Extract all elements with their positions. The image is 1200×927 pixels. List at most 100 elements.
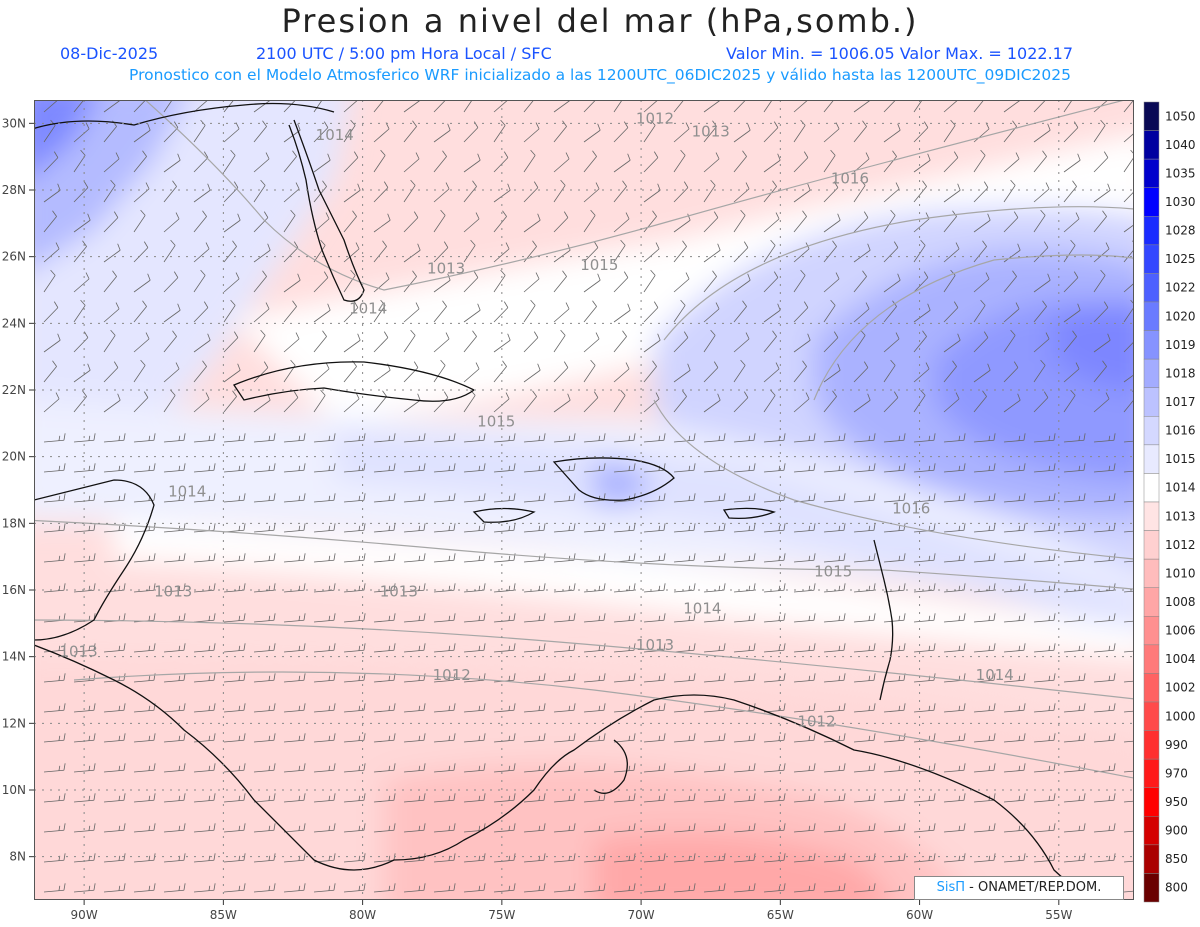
wind-barb [733,332,750,353]
wind-barb [253,643,276,653]
wind-barb [943,151,959,173]
isobar-label: 1013 [380,583,418,601]
wind-barb [463,793,486,803]
latitude-axis: 30N 28N 26N 24N 22N 20N 18N 16N 14N 12N 10N 8N [2,116,34,864]
wind-barb [763,793,786,803]
wind-barb [823,390,837,413]
wind-barb [103,733,126,743]
wind-barb [343,183,361,203]
isobar-label: 1015 [814,563,852,581]
wind-barb [1033,391,1049,413]
wind-barb [223,553,246,563]
colorbar-label: 1019 [1165,338,1196,352]
wind-barb [283,703,306,713]
wind-barb [643,763,666,773]
wind-barb [973,390,987,413]
wind-barb [253,243,271,263]
wind-barb [553,703,576,713]
wind-barb [403,793,426,803]
wind-barb [193,883,216,893]
wind-barb [853,463,876,473]
wind-barb [943,100,959,113]
wind-barb [373,733,396,743]
wind-barb [913,853,936,863]
wind-barb [73,272,90,293]
wind-barb [163,553,186,563]
wind-barb [1003,643,1026,653]
wind-barb [733,391,749,413]
wind-barb [943,703,966,713]
wind-barb [883,359,896,383]
wind-barb [163,180,177,203]
wind-barb [1003,393,1021,413]
wind-barb [193,583,216,593]
colorbar-swatch [1143,558,1160,588]
wind-barb [523,733,546,743]
wind-barb [883,150,897,173]
wind-barb [913,703,936,713]
wind-barb [703,152,720,173]
wind-barb [703,329,716,353]
wind-barb [643,823,666,833]
wind-barb [943,733,966,743]
wind-barb [313,493,336,503]
wind-barb [43,703,66,713]
wind-barb [763,433,786,443]
wind-barb [823,100,835,113]
colorbar-swatch [1143,844,1160,874]
wind-barb [943,643,966,653]
wind-barb [793,392,810,413]
wind-barb [493,100,509,113]
wind-barb [103,179,116,203]
wind-barb [283,793,306,803]
wind-barb [1033,273,1051,293]
wind-barb [673,149,686,173]
wind-barb [343,333,361,353]
wind-barb [883,433,906,443]
wind-barb [1003,179,1016,203]
wind-barb [133,433,156,443]
wind-barb [493,703,516,713]
wind-barb [433,209,446,233]
wind-barb [793,151,809,173]
colorbar-swatch [1143,730,1160,760]
wind-barb [613,303,631,323]
wind-barb [523,793,546,803]
wind-barb [463,613,486,623]
wind-barb [553,120,567,143]
wind-barb [403,883,426,893]
wind-barb [313,239,326,263]
wind-barb [433,823,456,833]
colorbar-swatch [1143,187,1160,217]
wind-barb [43,242,60,263]
wind-barb [1033,673,1056,683]
wind-barb [853,120,867,143]
wind-barb [883,553,906,563]
wind-barb [1123,224,1134,233]
wind-barb [133,332,150,353]
lat-tick-label: 10N [2,783,26,797]
wind-barb [223,390,237,413]
wind-barb [913,433,936,443]
wind-barb [973,213,991,233]
wind-barb [163,883,186,893]
wind-barb [313,553,336,563]
wind-barb [883,182,900,203]
wind-barb [223,272,240,293]
wind-barb [163,212,180,233]
wind-barb [793,360,807,383]
wind-barb [673,613,696,623]
wind-barb [583,883,606,893]
wind-barb [823,463,846,473]
colorbar-label: 970 [1165,766,1188,780]
wind-barb [163,823,186,833]
wind-barb [463,389,476,413]
wind-barb [733,583,756,593]
wind-barb [463,271,479,293]
wind-barb [133,763,156,773]
wind-barb [973,100,985,113]
wind-barb [1003,613,1026,623]
isobar-label: 1015 [477,413,515,431]
wind-barb [883,793,906,803]
wind-barb [1003,493,1026,503]
